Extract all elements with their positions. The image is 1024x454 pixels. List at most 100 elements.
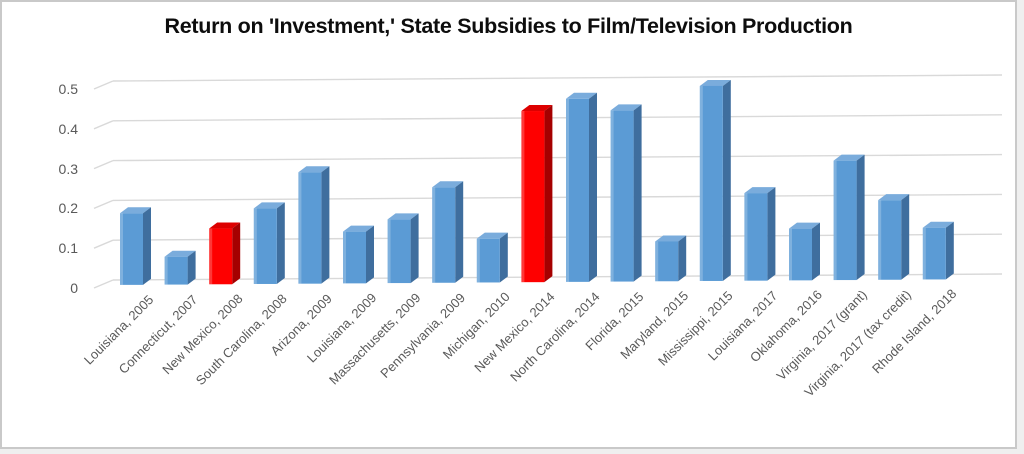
bar-side-face xyxy=(455,181,464,283)
bar xyxy=(833,154,865,281)
bar-highlight-strip xyxy=(387,219,391,284)
bar-front-face xyxy=(789,228,812,281)
bar-top-face xyxy=(476,232,508,239)
bar-front-face xyxy=(343,231,366,284)
bar-top-face xyxy=(253,202,285,209)
bar xyxy=(164,250,196,285)
bar xyxy=(655,235,687,282)
bar-front-face xyxy=(878,200,902,280)
bar-front-face xyxy=(521,111,545,283)
bar-front-face xyxy=(253,208,277,284)
bar-top-face xyxy=(343,225,374,232)
bar-highlight-strip xyxy=(744,193,748,281)
bar xyxy=(253,202,285,284)
bar-highlight-strip xyxy=(343,231,346,284)
bar-front-face xyxy=(387,219,411,284)
gridline xyxy=(112,273,1003,281)
bar-highlight-strip xyxy=(164,256,168,285)
bar xyxy=(387,213,419,284)
bar-side-face xyxy=(366,225,374,284)
chart-title: Return on 'Investment,' State Subsidies … xyxy=(164,14,853,38)
gridline xyxy=(112,153,1003,162)
bar-side-face xyxy=(812,222,820,281)
bar-front-face xyxy=(655,241,679,282)
gridline xyxy=(112,233,1003,241)
bar-side-face xyxy=(722,79,731,281)
bar-highlight-strip xyxy=(120,213,123,285)
bar-side-face xyxy=(901,194,910,280)
bar-side-face xyxy=(945,221,954,280)
bar xyxy=(922,221,954,280)
bar-side-face xyxy=(321,166,330,284)
bar-highlighted xyxy=(209,222,241,285)
bar-highlight-strip xyxy=(476,238,480,283)
bar-front-face xyxy=(566,98,589,282)
bar-highlight-strip xyxy=(209,228,213,285)
bar-top-face xyxy=(744,187,776,194)
axis-tick xyxy=(93,199,114,210)
bar-side-face xyxy=(589,92,597,282)
bar-top-face xyxy=(922,221,954,228)
bar-side-face xyxy=(232,222,241,285)
bar-top-face xyxy=(789,222,820,229)
axis-tick xyxy=(93,120,114,130)
axis-tick xyxy=(93,80,114,90)
bar-highlight-strip xyxy=(878,200,882,280)
bar-front-face xyxy=(432,187,456,283)
bar xyxy=(610,104,642,282)
y-axis-tick-label: 0.5 xyxy=(58,81,78,97)
bar-highlight-strip xyxy=(833,160,837,281)
bar-highlighted xyxy=(521,105,553,283)
bar-side-face xyxy=(187,250,196,285)
bar xyxy=(566,92,597,282)
bar-highlight-strip xyxy=(298,172,302,284)
bar-highlight-strip xyxy=(253,208,257,284)
bar-front-face xyxy=(298,172,322,284)
bar-highlight-strip xyxy=(432,187,436,283)
bar-front-face xyxy=(476,238,500,283)
axis-tick xyxy=(93,239,114,249)
gridline xyxy=(112,193,1003,202)
axis-tick xyxy=(93,279,114,289)
bar-top-face xyxy=(699,79,731,86)
bar-side-face xyxy=(856,154,865,281)
y-axis-tick-label: 0.3 xyxy=(58,160,78,177)
bar-highlight-strip xyxy=(789,228,792,281)
bar-highlight-strip xyxy=(699,85,703,281)
bar-top-face xyxy=(209,222,241,229)
bar xyxy=(878,194,910,280)
bar-top-face xyxy=(164,250,196,257)
bar-front-face xyxy=(833,160,857,281)
bar-top-face xyxy=(833,154,865,161)
bar-highlight-strip xyxy=(655,241,659,282)
bar-top-face xyxy=(566,92,597,99)
y-axis-tick-label: 0 xyxy=(70,280,78,296)
bar-top-face xyxy=(432,181,464,188)
bar-side-face xyxy=(767,187,776,281)
bar xyxy=(120,207,151,285)
bar-side-face xyxy=(499,232,508,283)
bar-top-face xyxy=(878,194,910,201)
bar xyxy=(744,187,776,281)
bar-side-face xyxy=(678,235,687,282)
bar xyxy=(343,225,374,284)
bar-front-face xyxy=(164,256,188,285)
bar-front-face xyxy=(610,110,634,282)
bar-front-face xyxy=(922,227,946,280)
bar-side-face xyxy=(143,207,151,285)
bar-top-face xyxy=(387,213,419,220)
bar-top-face xyxy=(120,207,151,214)
bar-side-face xyxy=(410,213,419,284)
bar xyxy=(298,166,330,284)
y-axis-tick-label: 0.2 xyxy=(58,200,78,217)
bar xyxy=(432,181,464,283)
bar-front-face xyxy=(209,228,233,285)
bar xyxy=(699,79,731,281)
bar-side-face xyxy=(544,105,553,283)
bar xyxy=(789,222,820,281)
bar-top-face xyxy=(610,104,642,111)
bar-highlight-strip xyxy=(566,98,569,282)
bar-highlight-strip xyxy=(610,110,614,282)
bar-highlight-strip xyxy=(521,111,525,283)
